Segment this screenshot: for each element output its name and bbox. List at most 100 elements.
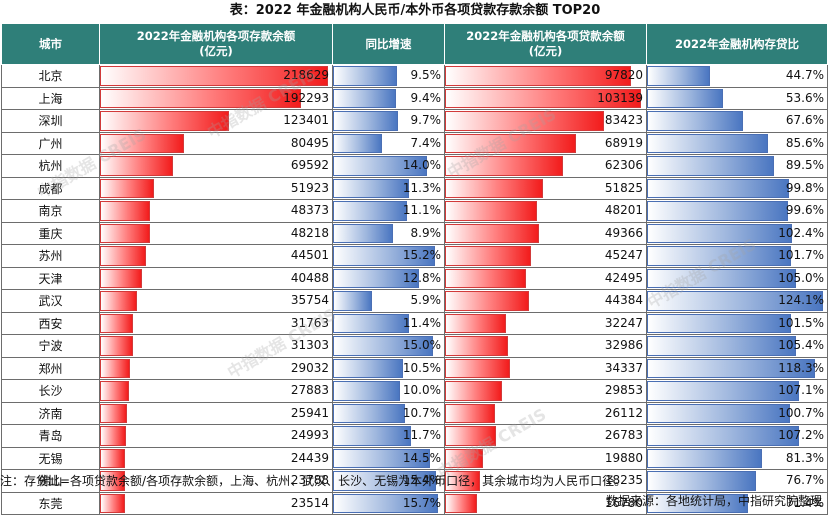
ratio-value: 102.4% [778,225,824,240]
cell-loan: 19880 [444,446,647,470]
ratio-bar [647,358,815,378]
cell-deposit: 24439 [99,446,333,470]
cell-loan: 32247 [444,311,647,335]
deposit-value: 51923 [290,180,329,195]
cell-city: 无锡 [1,446,100,470]
deposit-bar [100,493,125,513]
table-row: 佛山 23788 15.4% 18235 76.7% [1,469,828,493]
deposit-value: 23514 [290,495,329,510]
loan-value: 51825 [604,180,643,195]
cell-loan: 26112 [444,401,647,425]
table-row: 广州 80495 7.4% 68919 85.6% [1,131,828,155]
growth-bar [333,111,398,131]
loan-value: 26112 [604,405,643,420]
deposit-bar [100,313,133,333]
ratio-bar [647,313,791,333]
deposit-bar [100,66,328,86]
growth-bar [333,66,397,86]
cell-growth: 10.7% [332,401,445,425]
ratio-value: 101.7% [778,248,824,262]
ratio-bar [647,381,799,401]
loan-value: 68919 [604,135,643,150]
cell-growth: 14.5% [332,446,445,470]
table-row: 西安 31763 11.4% 32247 101.5% [1,311,828,335]
deposit-bar [100,133,184,153]
ratio-bar [647,223,792,243]
cell-city: 青岛 [1,424,100,448]
deposit-value: 218629 [283,68,329,82]
growth-value: 5.9% [410,293,442,307]
ratio-value: 99.6% [785,203,824,217]
deposit-value: 69592 [290,158,329,172]
deposit-bar [100,381,129,401]
table-row: 北京 218629 9.5% 97820 44.7% [1,64,828,88]
loan-bar [445,201,537,221]
cell-city: 深圳 [1,109,100,133]
cell-ratio: 100.7% [646,401,828,425]
ratio-value: 105.0% [778,270,824,285]
ratio-bar [647,178,789,198]
loan-bar [445,291,529,311]
cell-growth: 9.4% [332,86,445,110]
ratio-value: 99.8% [785,180,824,195]
header-row: 城市 2022年金融机构各项存款余额 (亿元) 同比增速 2022年金融机构各项… [1,23,828,65]
deposit-value: 48218 [290,225,329,240]
growth-value: 14.0% [402,158,441,172]
growth-value: 12.8% [402,270,441,285]
deposit-bar [100,471,125,491]
cell-ratio: 101.7% [646,244,828,268]
ratio-value: 53.6% [785,90,824,105]
deposit-value: 80495 [290,135,329,150]
loan-value: 44384 [604,293,643,307]
cell-city: 长沙 [1,379,100,403]
ratio-bar [647,291,823,311]
deposit-bar [100,201,150,221]
loan-value: 32247 [604,315,643,330]
cell-loan: 34337 [444,356,647,380]
growth-value: 15.4% [402,473,441,487]
growth-bar [333,156,427,176]
loan-bar [445,448,483,468]
growth-bar [333,223,393,243]
growth-bar [333,178,409,198]
cell-ratio: 118.3% [646,356,828,380]
cell-loan: 48201 [444,199,647,223]
cell-ratio: 44.7% [646,64,828,88]
cell-city: 重庆 [1,221,100,245]
table-row: 无锡 24439 14.5% 19880 81.3% [1,446,828,470]
loan-bar [445,493,477,513]
growth-value: 9.5% [410,68,442,82]
loan-value: 48201 [604,203,643,217]
growth-bar [333,246,435,266]
cell-city: 广州 [1,131,100,155]
header-city: 城市 [1,23,100,65]
deposit-bar [100,246,146,266]
loan-bar [445,178,543,198]
growth-value: 8.9% [410,225,442,240]
deposit-value: 23788 [290,473,329,487]
cell-loan: 44384 [444,289,647,313]
loan-value: 62306 [604,158,643,172]
ratio-value: 81.3% [785,450,824,465]
cell-deposit: 80495 [99,131,333,155]
ratio-value: 107.1% [778,383,824,397]
cell-city: 杭州 [1,154,100,178]
cell-deposit: 29032 [99,356,333,380]
growth-bar [333,201,407,221]
cell-ratio: 89.5% [646,154,828,178]
table-row: 青岛 24993 11.7% 26783 107.2% [1,424,828,448]
table-body: 北京 218629 9.5% 97820 44.7% 上海 192293 9.4% 103139… [1,64,828,515]
ratio-value: 76.7% [785,473,824,487]
cell-deposit: 69592 [99,154,333,178]
cell-loan: 26783 [444,424,647,448]
deposit-value: 27883 [290,383,329,397]
ratio-value: 101.5% [778,315,824,330]
ratio-value: 107.2% [778,428,824,442]
ratio-bar [647,201,788,221]
cell-city: 东莞 [1,491,100,515]
loan-bar [445,403,495,423]
cell-ratio: 105.4% [646,334,828,358]
cell-ratio: 85.6% [646,131,828,155]
deposit-value: 35754 [290,293,329,307]
cell-growth: 7.4% [332,131,445,155]
